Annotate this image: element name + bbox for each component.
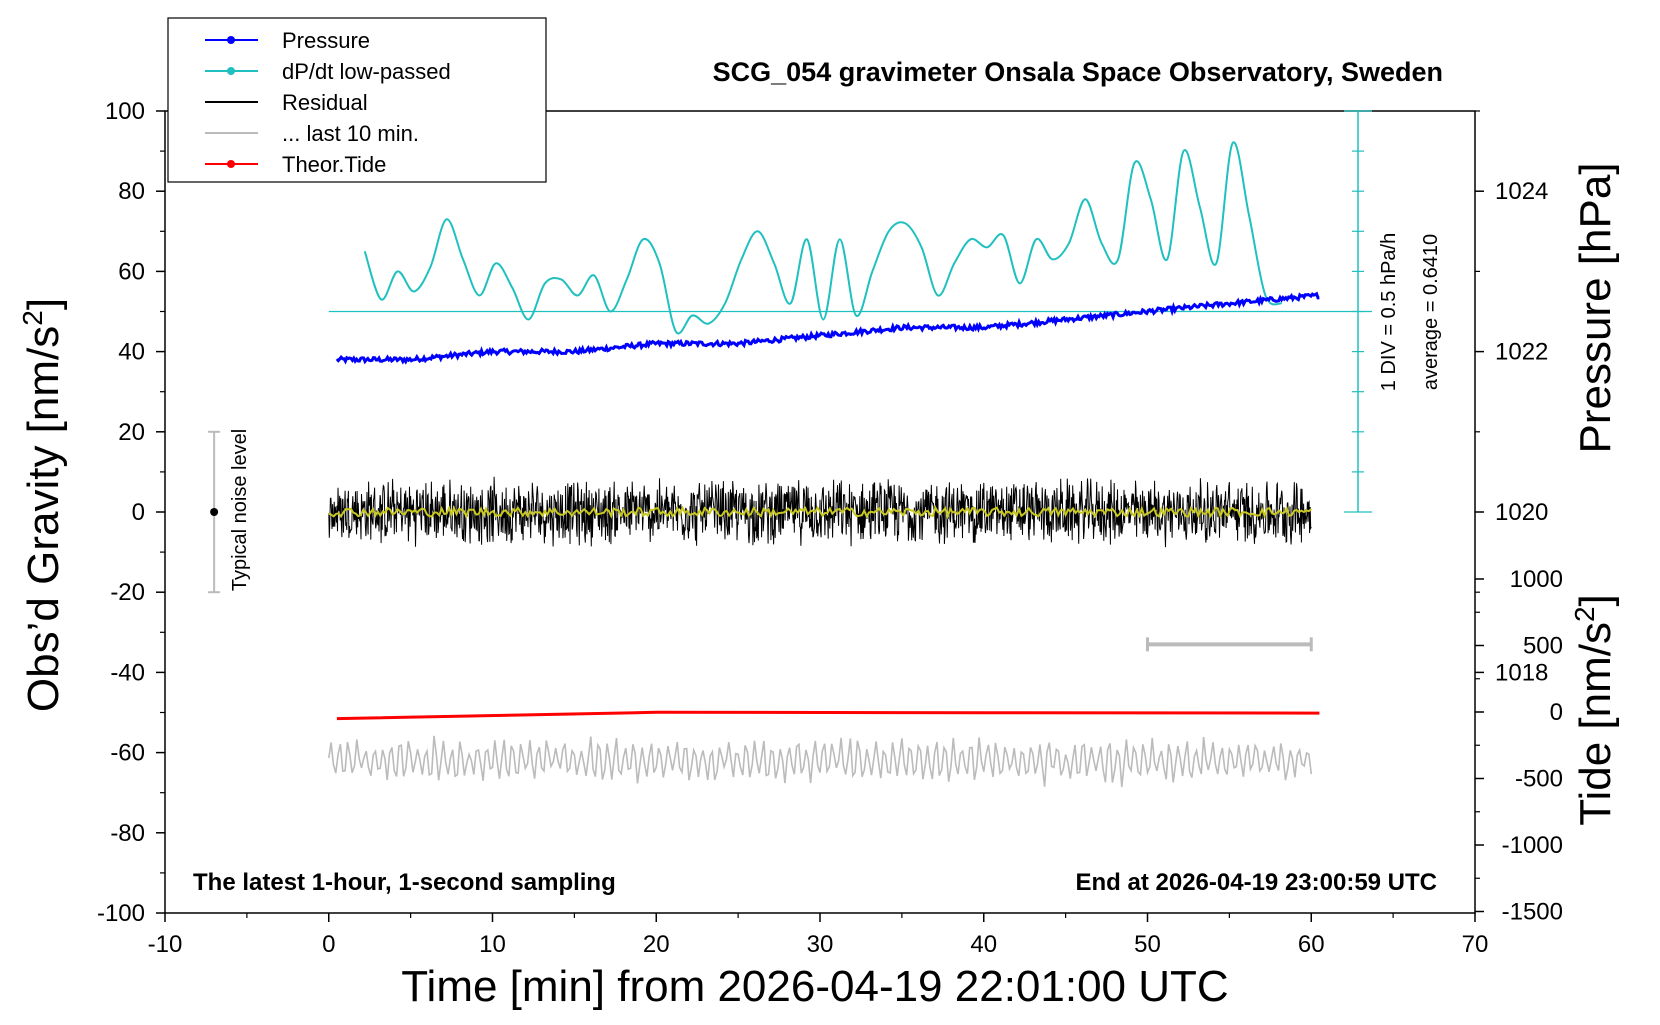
legend-marker [227,67,235,75]
y-tick-label-tide: -500 [1515,766,1563,793]
legend-marker [227,160,235,168]
x-tick-label: 0 [322,931,335,958]
legend-box [167,17,547,183]
dpdt-line [363,141,1283,335]
x-axis-title: Time [min] from 2026-04-19 22:01:00 UTC [401,962,1228,1011]
y-tick-label-tide: 1000 [1510,566,1563,593]
y-axis-title-pressure: Pressure [hPa] [1571,162,1620,453]
legend-label: Theor.Tide [282,152,386,177]
x-tick-label: 70 [1462,931,1489,958]
div-label: 1 DIV = 0.5 hPa/h [1378,233,1400,391]
residual-line [328,476,1312,548]
y-tick-label-pressure: 1020 [1495,499,1548,526]
y-tick-label-left: 20 [118,419,145,446]
x-tick-label: 20 [643,931,670,958]
x-tick-label: 50 [1134,931,1161,958]
y-tick-label-left: -20 [110,579,145,606]
y-tick-label-tide: 500 [1523,633,1563,660]
average-label: average = 0.6410 [1420,234,1442,390]
y-tick-label-left: -60 [110,740,145,767]
legend-marker [227,36,235,44]
y-tick-label-left: -100 [97,900,145,927]
legend-label: ... last 10 min. [282,121,419,146]
legend-label: dP/dt low-passed [282,59,451,84]
y-tick-label-left: -40 [110,659,145,686]
x-tick-label: 40 [970,931,997,958]
y-tick-label-pressure: 1024 [1495,178,1548,205]
svg-text:Obs’d Gravity [nm/s2]: Obs’d Gravity [nm/s2] [17,298,68,712]
left-note: The latest 1-hour, 1-second sampling [193,869,616,896]
svg-text:Tide [nm/s2]: Tide [nm/s2] [1569,594,1620,826]
axes-group: -10 0 10 20 30 40 50 60 70100806040200-20-40-60-… [97,98,1563,958]
noise-level-label: Typical noise level [229,429,251,591]
y-tick-label-left: 100 [105,98,145,125]
y-tick-label-left: 80 [118,178,145,205]
y-tick-label-tide: -1500 [1502,899,1563,926]
legend: Pressure dP/dt low-passed Residual ... last… [167,17,547,183]
last-10-min-line [328,735,1313,787]
y-tick-label-pressure: 1018 [1495,659,1548,686]
right-note: End at 2026-04-19 23:00:59 UTC [1076,869,1438,896]
y-tick-label-left: 0 [132,499,145,526]
series-group [208,110,1372,787]
legend-label: Pressure [282,28,370,53]
x-tick-label: 30 [807,931,834,958]
chart-title: SCG_054 gravimeter Onsala Space Observat… [713,57,1443,87]
y-tick-label-left: 40 [118,339,145,366]
y-tick-label-pressure: 1022 [1495,339,1548,366]
y-tick-label-tide: -1000 [1502,832,1563,859]
y-axis-title-left: Obs’d Gravity [nm/s2] [17,298,68,712]
pressure-line [335,291,1320,365]
y-tick-label-tide: 0 [1550,699,1563,726]
x-tick-label: 10 [479,931,506,958]
residual-smooth-line [328,505,1312,520]
y-tick-label-left: 60 [118,258,145,285]
legend-label: Residual [282,90,368,115]
y-tick-label-left: -80 [110,820,145,847]
noise-bar-center [210,508,219,516]
x-tick-label: -10 [148,931,183,958]
x-tick-label: 60 [1298,931,1325,958]
y-axis-title-tide: Tide [nm/s2] [1569,594,1620,826]
theor-tide-line [336,710,1320,721]
